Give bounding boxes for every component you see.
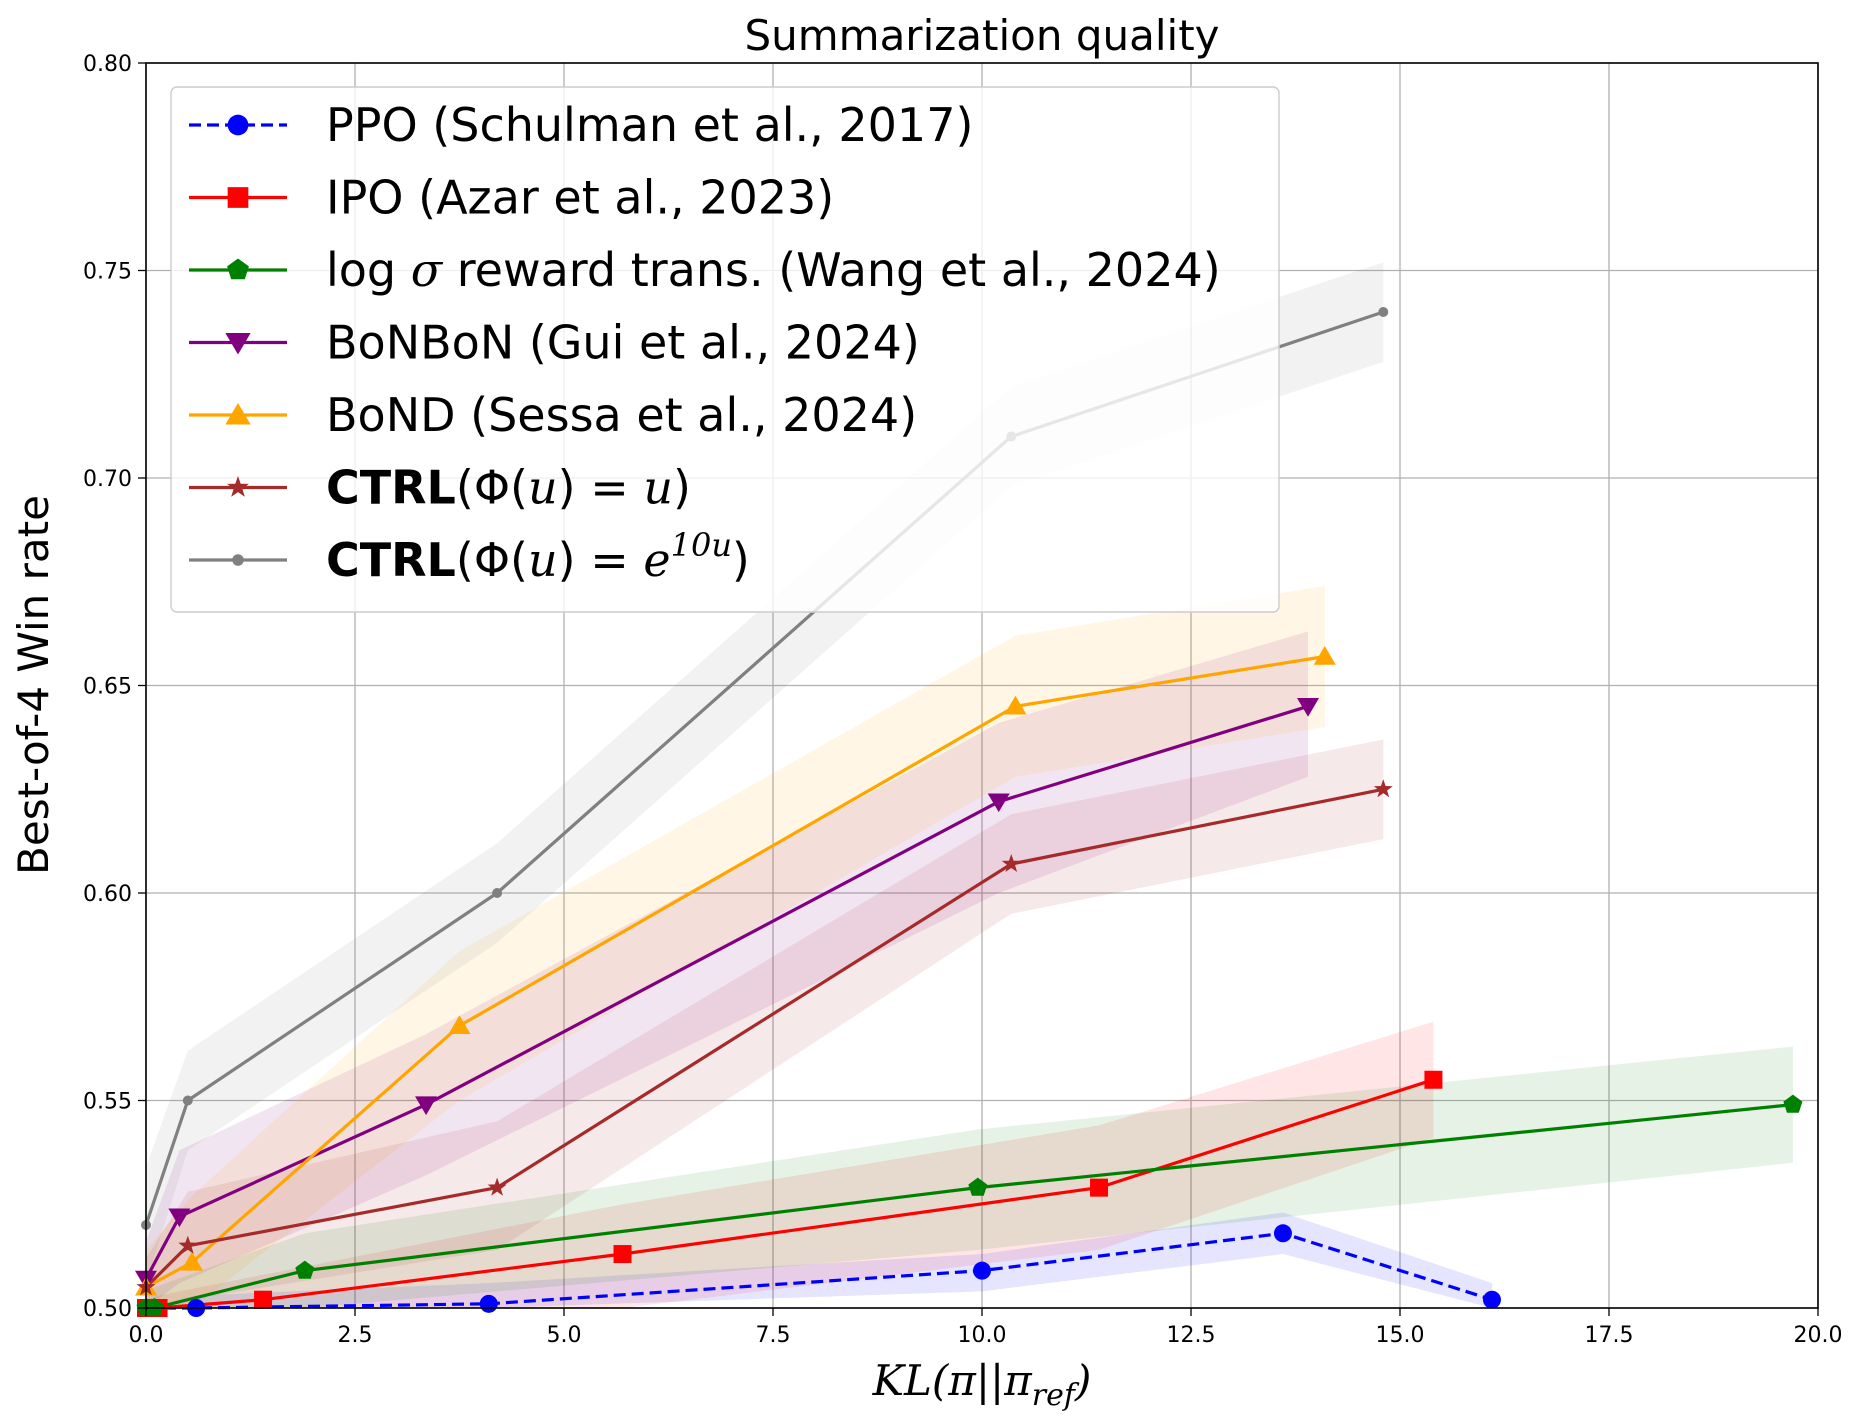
marker-series-5 [1373, 779, 1393, 798]
legend: PPO (Schulman et al., 2017) IPO (Azar et … [170, 86, 1280, 613]
marker-series-3 [1297, 698, 1320, 717]
x-tick-label: 17.5 [1585, 1323, 1634, 1348]
legend-label-4: BoND (Sessa et al., 2024) [326, 388, 917, 442]
x-axis-ticks: 0.0 2.5 5.0 7.5 10.0 12.5 15.0 17.5 20.0 [129, 1308, 1843, 1348]
marker-series-2 [295, 1260, 315, 1279]
legend-label-2: log σ reward trans. (Wang et al., 2024) [326, 243, 1221, 297]
marker-series-3 [987, 793, 1010, 813]
y-tick-label: 0.65 [83, 675, 132, 700]
marker-series-5 [1001, 854, 1021, 872]
band-series-3 [146, 631, 1308, 1308]
marker-series-4 [180, 1251, 203, 1271]
x-tick-label: 0.0 [129, 1323, 164, 1348]
marker-series-0 [1482, 1290, 1501, 1309]
legend-marker-2 [227, 258, 249, 280]
marker-series-6 [1378, 307, 1389, 317]
legend-label-0: PPO (Schulman et al., 2017) [326, 98, 973, 152]
marker-series-3 [168, 1208, 191, 1228]
x-tick-label: 15.0 [1376, 1323, 1425, 1348]
y-tick-label: 0.80 [83, 52, 132, 77]
legend-marker-1 [227, 187, 249, 208]
legend-label-5: CTRL(Φ(u) = u) [326, 461, 691, 515]
y-axis-ticks: 0.50 0.55 0.60 0.65 0.70 0.75 0.80 [83, 52, 146, 1322]
marker-series-5 [487, 1177, 507, 1196]
legend-box [170, 86, 1280, 613]
band-series-2 [146, 1046, 1793, 1308]
x-tick-label: 7.5 [756, 1323, 791, 1348]
marker-series-1 [1090, 1178, 1109, 1197]
y-axis-label: Best-of-4 Win rate [9, 495, 58, 875]
marker-series-2 [1783, 1094, 1803, 1113]
marker-series-2 [144, 1298, 164, 1317]
legend-label-3: BoNBoN (Gui et al., 2024) [326, 316, 920, 370]
chart-title: Summarization quality [744, 11, 1219, 60]
y-tick-label: 0.75 [83, 260, 132, 285]
marker-series-4 [1004, 695, 1027, 715]
marker-series-0 [479, 1294, 498, 1313]
x-axis-label: KL(π||πref) [872, 1356, 1092, 1413]
legend-marker-0 [227, 114, 249, 136]
x-tick-label: 5.0 [547, 1323, 582, 1348]
marker-series-0 [1273, 1224, 1292, 1243]
marker-series-1 [613, 1245, 632, 1264]
legend-marker-4 [225, 402, 251, 425]
band-series-0 [146, 1212, 1492, 1308]
marker-series-1 [254, 1290, 273, 1309]
x-tick-label: 20.0 [1794, 1323, 1843, 1348]
confidence-bands [146, 262, 1793, 1308]
y-tick-label: 0.60 [83, 882, 132, 907]
x-tick-label: 10.0 [958, 1323, 1007, 1348]
legend-label-6: CTRL(Φ(u) = e10u) [326, 526, 750, 587]
legend-marker-6 [232, 554, 244, 566]
y-tick-label: 0.70 [83, 467, 132, 492]
x-tick-label: 2.5 [338, 1323, 373, 1348]
legend-marker-5 [227, 476, 249, 497]
legend-marker-3 [225, 333, 251, 355]
marker-series-4 [1313, 646, 1336, 665]
y-tick-label: 0.55 [83, 1090, 132, 1115]
band-series-5 [146, 739, 1384, 1308]
marker-series-0 [973, 1261, 991, 1280]
band-series-4 [146, 585, 1325, 1308]
band-series-1 [146, 1021, 1434, 1308]
marker-series-2 [968, 1177, 988, 1196]
marker-series-6 [182, 1095, 193, 1106]
y-tick-label: 0.50 [83, 1297, 132, 1322]
marker-series-1 [1424, 1070, 1443, 1089]
legend-label-1: IPO (Azar et al., 2023) [326, 171, 834, 225]
x-tick-label: 12.5 [1167, 1323, 1216, 1348]
marker-series-5 [178, 1235, 198, 1254]
marker-series-3 [415, 1096, 438, 1116]
marker-series-4 [448, 1015, 471, 1035]
marker-series-6 [492, 888, 503, 898]
